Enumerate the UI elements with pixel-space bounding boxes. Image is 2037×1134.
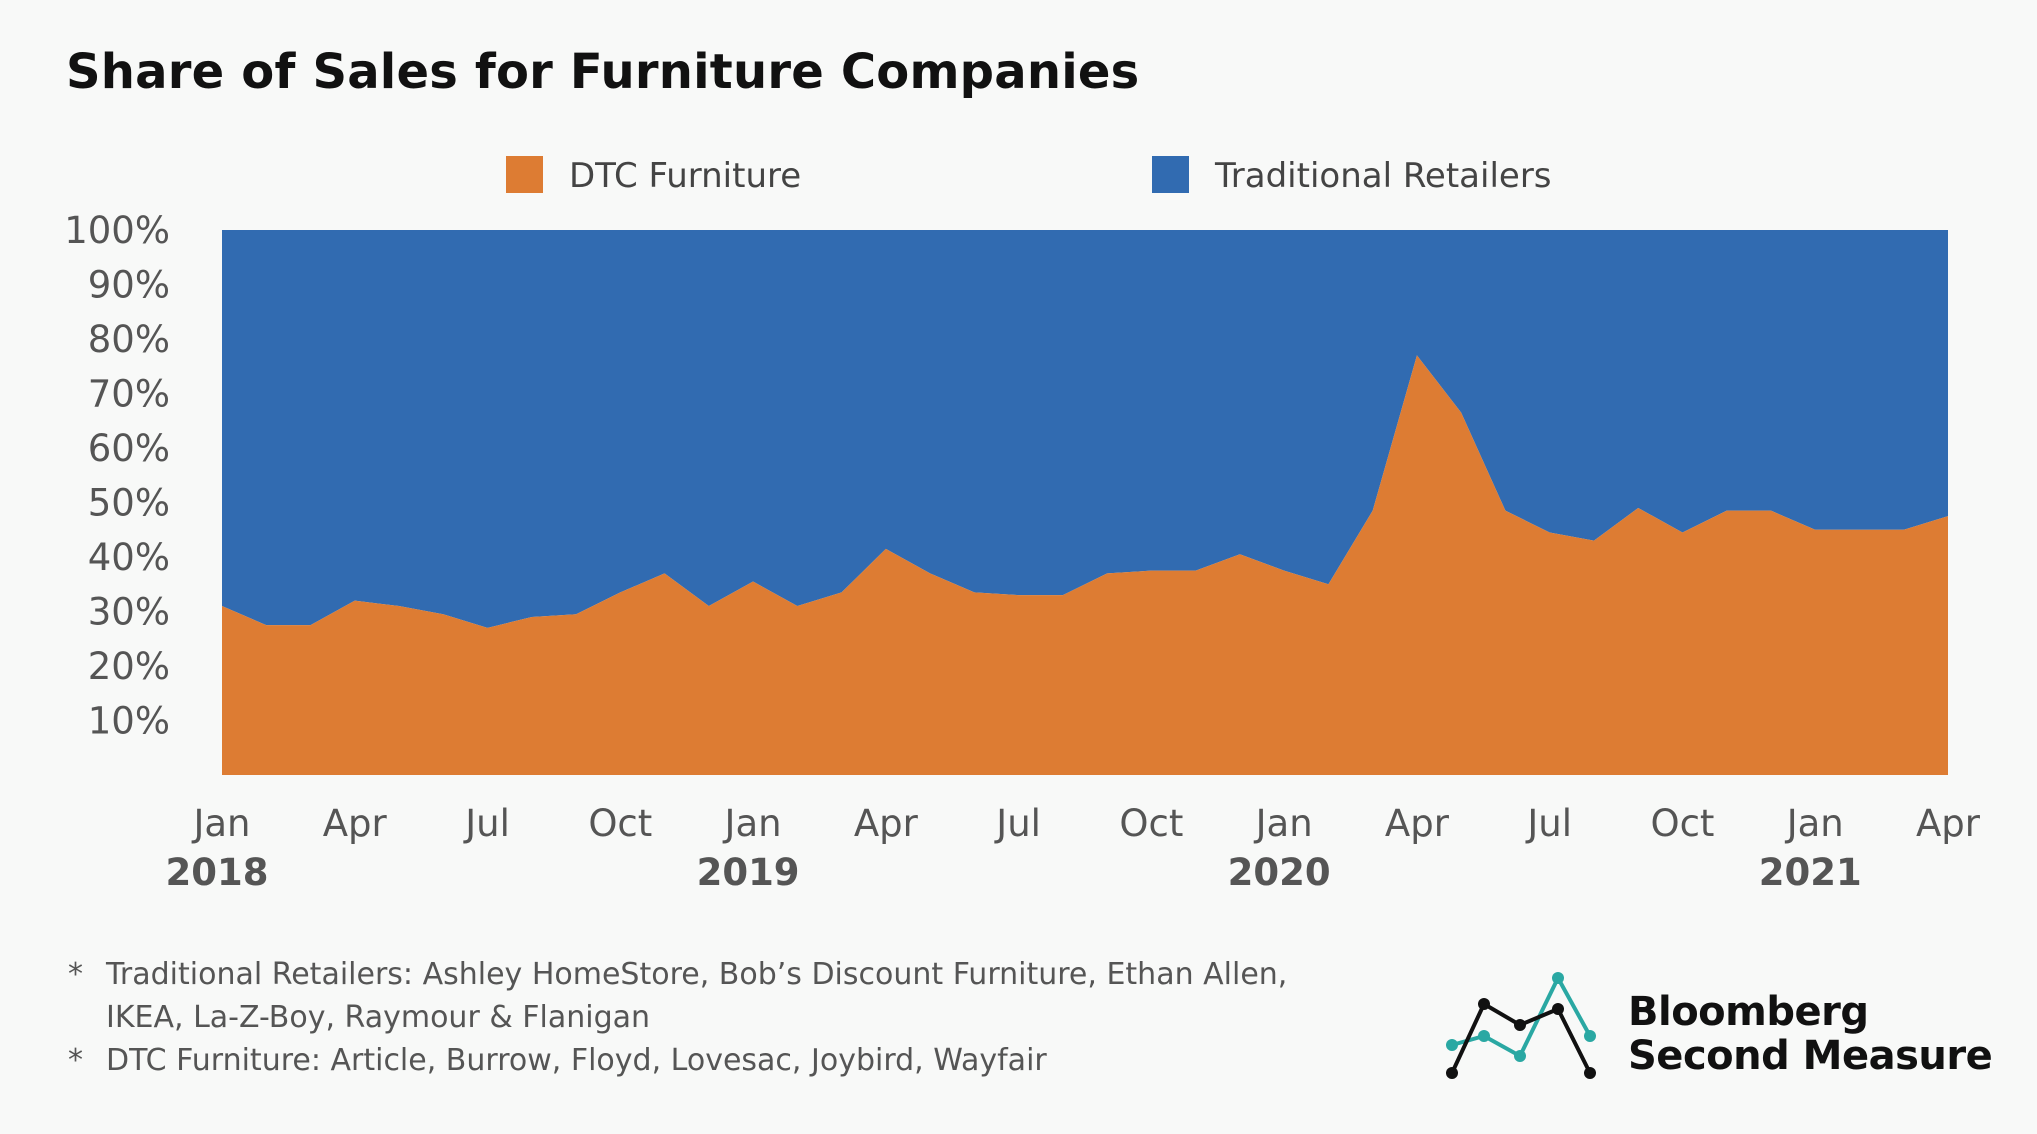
y-tick-label: 80% — [88, 318, 170, 361]
logo-teal-line-dot — [1514, 1050, 1526, 1062]
footnote-line: DTC Furniture: Article, Burrow, Floyd, L… — [106, 1043, 1047, 1078]
y-tick-label: 10% — [88, 700, 170, 743]
x-tick-label: Jan — [191, 802, 250, 845]
logo-teal-line — [1451, 973, 1592, 1059]
footnote-traditional: * Traditional Retailers: Ashley HomeStor… — [66, 953, 1287, 1039]
x-tick-label: Apr — [854, 802, 919, 845]
y-tick-label: 90% — [88, 264, 170, 307]
x-tick-label: Oct — [588, 802, 652, 845]
logo-dark-line-dot — [1514, 1019, 1526, 1031]
logo-line-1: Bloomberg — [1628, 989, 1869, 1035]
area-traditional-retailers — [222, 230, 1948, 628]
x-tick-label: Jul — [1525, 802, 1572, 845]
x-tick-label: Apr — [323, 802, 388, 845]
y-tick-label: 70% — [88, 373, 170, 416]
chart-title: Share of Sales for Furniture Companies — [66, 44, 1140, 100]
y-tick-label: 100% — [64, 209, 170, 252]
logo-dark-line-dot — [1446, 1067, 1458, 1079]
logo-text: Bloomberg Second Measure — [1628, 989, 1993, 1079]
logo-mark-icon — [1446, 972, 1596, 1079]
legend-swatch-traditional — [1152, 156, 1189, 193]
logo-teal-line-dot — [1478, 1030, 1490, 1042]
logo-teal-line-dot — [1446, 1039, 1458, 1051]
footnote-line: IKEA, La-Z-Boy, Raymour & Flanigan — [106, 1000, 651, 1035]
footnotes: * Traditional Retailers: Ashley HomeStor… — [66, 953, 1287, 1082]
footnote-line: Traditional Retailers: Ashley HomeStore,… — [106, 957, 1288, 992]
y-tick-label: 30% — [88, 591, 170, 634]
x-tick-label: Jul — [463, 802, 510, 845]
logo-line-2: Second Measure — [1628, 1033, 1993, 1079]
x-tick-label: Apr — [1916, 802, 1981, 845]
legend-label-dtc: DTC Furniture — [569, 156, 801, 196]
x-tick-label: Jan — [723, 802, 782, 845]
x-tick-label: Jan — [1254, 802, 1313, 845]
x-tick-label: Jan — [1785, 802, 1844, 845]
x-tick-label: Jul — [994, 802, 1041, 845]
legend-label-traditional: Traditional Retailers — [1214, 156, 1552, 196]
area-dtc-furniture — [222, 355, 1948, 775]
x-tick-label: Oct — [1650, 802, 1714, 845]
footnote-marker: * — [68, 1043, 83, 1078]
x-year-label: 2019 — [697, 851, 800, 894]
y-tick-label: 40% — [88, 536, 170, 579]
logo-teal-line-dot — [1584, 1030, 1596, 1042]
footnote-marker: * — [68, 957, 83, 992]
y-tick-label: 50% — [88, 482, 170, 525]
logo-dark-line-dot — [1552, 1003, 1564, 1015]
x-year-label: 2018 — [166, 851, 269, 894]
logo-dark-line-dot — [1584, 1067, 1596, 1079]
x-year-label: 2020 — [1228, 851, 1331, 894]
x-tick-label: Oct — [1119, 802, 1183, 845]
y-tick-label: 60% — [88, 427, 170, 470]
x-tick-label: Apr — [1385, 802, 1450, 845]
chart-areas — [222, 230, 1948, 775]
legend: DTC Furniture Traditional Retailers — [506, 156, 1552, 196]
x-year-label: 2021 — [1759, 851, 1862, 894]
logo-teal-line-dot — [1552, 972, 1564, 984]
logo-dark-line-dot — [1478, 998, 1490, 1010]
y-tick-label: 20% — [88, 645, 170, 688]
legend-swatch-dtc — [506, 156, 543, 193]
x-axis: Jan Apr Jul Oct Jan Apr Jul Oct Jan Apr Jul Oct Jan A… — [166, 802, 1981, 894]
footnote-dtc: * DTC Furniture: Article, Burrow, Floyd,… — [66, 1039, 1287, 1082]
y-axis: 10% 20% 30% 40% 50% 60% 70% 80% 90% 100% — [64, 209, 170, 743]
